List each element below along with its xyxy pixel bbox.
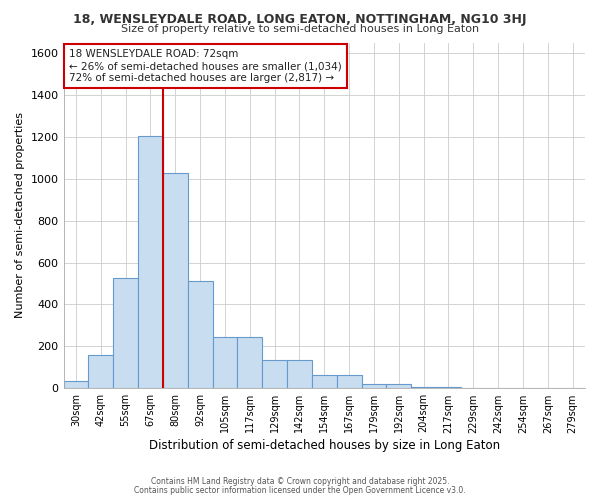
Bar: [436, 386, 461, 388]
Bar: [113, 278, 138, 388]
Text: 18 WENSLEYDALE ROAD: 72sqm
← 26% of semi-detached houses are smaller (1,034)
72%: 18 WENSLEYDALE ROAD: 72sqm ← 26% of semi…: [69, 50, 341, 82]
X-axis label: Distribution of semi-detached houses by size in Long Eaton: Distribution of semi-detached houses by …: [149, 440, 500, 452]
Bar: [287, 360, 312, 388]
Bar: [188, 282, 212, 389]
Text: Contains HM Land Registry data © Crown copyright and database right 2025.: Contains HM Land Registry data © Crown c…: [151, 478, 449, 486]
Bar: [212, 336, 238, 388]
Bar: [238, 336, 262, 388]
Bar: [138, 136, 163, 388]
Bar: [362, 384, 386, 388]
Text: Size of property relative to semi-detached houses in Long Eaton: Size of property relative to semi-detach…: [121, 24, 479, 34]
Bar: [312, 374, 337, 388]
Bar: [163, 174, 188, 388]
Bar: [64, 381, 88, 388]
Bar: [386, 384, 411, 388]
Text: 18, WENSLEYDALE ROAD, LONG EATON, NOTTINGHAM, NG10 3HJ: 18, WENSLEYDALE ROAD, LONG EATON, NOTTIN…: [73, 12, 527, 26]
Bar: [337, 374, 362, 388]
Text: Contains public sector information licensed under the Open Government Licence v3: Contains public sector information licen…: [134, 486, 466, 495]
Bar: [88, 355, 113, 388]
Bar: [411, 386, 436, 388]
Y-axis label: Number of semi-detached properties: Number of semi-detached properties: [15, 112, 25, 318]
Bar: [262, 360, 287, 388]
